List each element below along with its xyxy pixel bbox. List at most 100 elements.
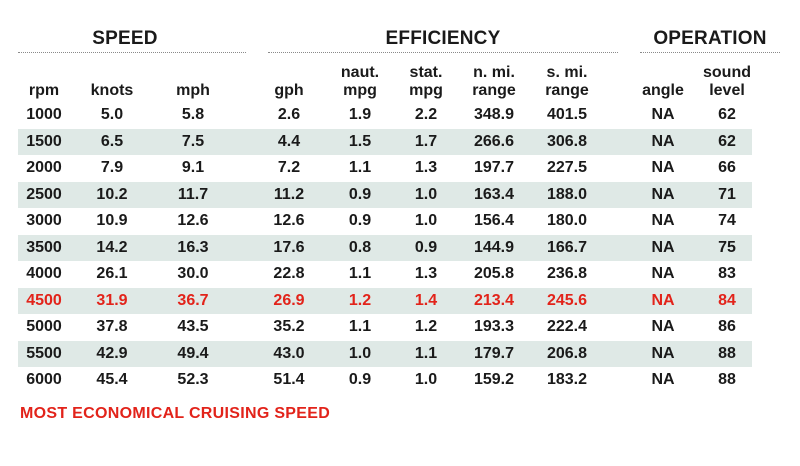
column-header-row: rpm knots mph gph naut. mpg stat. mpg n. m…	[18, 54, 752, 102]
cell-mph: 52.3	[177, 371, 209, 389]
cell-stat-mpg: 1.2	[414, 318, 438, 336]
header-sound-level: sound level	[703, 64, 751, 99]
spacer	[602, 261, 624, 288]
header-angle: angle	[642, 82, 684, 99]
cell-angle: NA	[651, 159, 675, 177]
spacer	[232, 340, 254, 367]
cell-sound-level: 83	[718, 265, 736, 283]
table-row: 4500 31.9 36.7 26.9 1.2 1.4 213.4 245.6 NA 84	[18, 287, 752, 314]
speed-group-rule	[18, 52, 246, 53]
cell-n-mi-range: 197.7	[473, 159, 515, 177]
table-row: 1500 6.5 7.5 4.4 1.5 1.7 266.6 306.8 NA 62	[18, 128, 752, 155]
table-row: 4000 26.1 30.0 22.8 1.1 1.3 205.8 236.8 NA 83	[18, 261, 752, 288]
cell-angle: NA	[624, 287, 702, 314]
table-row: 5500 42.9 49.4 43.0 1.0 1.1 179.7 206.8 NA 88	[18, 340, 752, 367]
cell-mph: 16.3	[154, 234, 232, 261]
cell-gph: 26.9	[254, 287, 324, 314]
cell-knots: 42.9	[70, 340, 154, 367]
spacer	[602, 234, 624, 261]
cell-mph: 7.5	[154, 128, 232, 155]
cell-n-mi-range: 266.6	[456, 128, 532, 155]
cell-naut-mpg: 1.1	[348, 318, 372, 336]
table-row: 6000 45.4 52.3 51.4 0.9 1.0 159.2 183.2 NA 88	[18, 367, 752, 394]
header-mph: mph	[176, 82, 210, 99]
cell-knots: 10.9	[96, 212, 128, 230]
cell-knots: 7.9	[100, 159, 124, 177]
cell-angle: NA	[651, 106, 675, 124]
spacer	[602, 181, 624, 208]
cell-s-mi-range: 166.7	[532, 234, 602, 261]
cell-naut-mpg: 1.1	[348, 265, 372, 283]
cell-gph: 22.8	[273, 265, 305, 283]
cell-gph: 43.0	[254, 340, 324, 367]
cell-rpm: 1000	[26, 106, 62, 124]
cell-stat-mpg: 1.0	[414, 371, 438, 389]
cell-knots: 37.8	[96, 318, 128, 336]
cell-sound-level: 86	[718, 318, 736, 336]
cell-mph: 30.0	[177, 265, 209, 283]
cell-stat-mpg: 0.9	[396, 234, 456, 261]
cell-angle: NA	[624, 181, 702, 208]
cell-naut-mpg: 0.9	[348, 212, 372, 230]
cell-s-mi-range: 306.8	[532, 128, 602, 155]
cell-stat-mpg: 1.7	[396, 128, 456, 155]
cell-rpm: 1500	[18, 128, 70, 155]
spacer	[232, 102, 254, 129]
cell-n-mi-range: 179.7	[456, 340, 532, 367]
table-row: 2500 10.2 11.7 11.2 0.9 1.0 163.4 188.0 NA 71	[18, 181, 752, 208]
cell-angle: NA	[651, 318, 675, 336]
spacer	[232, 367, 254, 394]
spacer	[232, 314, 254, 341]
cell-n-mi-range: 156.4	[473, 212, 515, 230]
table-row: 5000 37.8 43.5 35.2 1.1 1.2 193.3 222.4 NA 86	[18, 314, 752, 341]
cell-naut-mpg: 1.5	[324, 128, 396, 155]
cell-mph: 11.7	[154, 181, 232, 208]
cell-angle: NA	[624, 234, 702, 261]
spacer	[602, 208, 624, 235]
spacer	[232, 181, 254, 208]
cell-rpm: 5500	[18, 340, 70, 367]
cell-sound-level: 74	[718, 212, 736, 230]
cell-sound-level: 75	[702, 234, 752, 261]
cell-angle: NA	[651, 371, 675, 389]
cell-rpm: 3500	[18, 234, 70, 261]
cell-naut-mpg: 1.1	[348, 159, 372, 177]
spacer	[232, 287, 254, 314]
cell-angle: NA	[624, 128, 702, 155]
spacer	[602, 102, 624, 129]
speed-group-title: SPEED	[92, 28, 158, 49]
spacer	[232, 155, 254, 182]
cell-stat-mpg: 1.4	[396, 287, 456, 314]
spacer	[232, 208, 254, 235]
cell-s-mi-range: 180.0	[546, 212, 588, 230]
cell-s-mi-range: 188.0	[532, 181, 602, 208]
operation-group-rule	[640, 52, 780, 53]
spacer	[602, 54, 624, 102]
cell-n-mi-range: 163.4	[456, 181, 532, 208]
cell-stat-mpg: 1.3	[414, 159, 438, 177]
cell-knots: 10.2	[70, 181, 154, 208]
cell-s-mi-range: 227.5	[546, 159, 588, 177]
cell-gph: 2.6	[277, 106, 301, 124]
cell-sound-level: 84	[702, 287, 752, 314]
spacer	[232, 261, 254, 288]
efficiency-group-rule	[268, 52, 618, 53]
cell-mph: 12.6	[177, 212, 209, 230]
cell-n-mi-range: 213.4	[456, 287, 532, 314]
cell-knots: 5.0	[100, 106, 124, 124]
cell-sound-level: 88	[718, 371, 736, 389]
header-s-mi-range: s. mi. range	[545, 64, 589, 99]
cell-knots: 14.2	[70, 234, 154, 261]
cell-gph: 7.2	[277, 159, 301, 177]
cell-rpm: 4500	[18, 287, 70, 314]
cell-stat-mpg: 1.1	[396, 340, 456, 367]
efficiency-group-title: EFFICIENCY	[385, 28, 501, 49]
cell-gph: 4.4	[254, 128, 324, 155]
header-gph: gph	[274, 82, 304, 99]
cell-mph: 9.1	[181, 159, 205, 177]
cell-s-mi-range: 401.5	[546, 106, 588, 124]
cell-naut-mpg: 1.9	[348, 106, 372, 124]
cell-mph: 36.7	[154, 287, 232, 314]
cell-sound-level: 66	[718, 159, 736, 177]
cell-naut-mpg: 0.9	[324, 181, 396, 208]
